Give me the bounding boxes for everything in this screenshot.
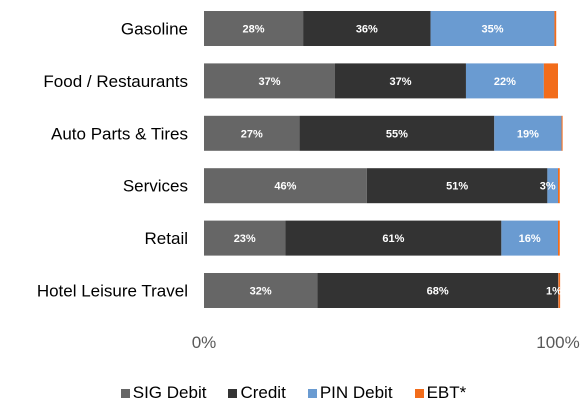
category-labels: Gasoline Food / Restaurants Auto Parts & T… [37,20,188,301]
data-label: 37% [258,76,280,88]
data-label: 28% [243,24,265,36]
data-label: 37% [389,76,411,88]
category-label: Gasoline [121,20,188,39]
legend-label: EBT* [427,383,467,403]
legend-label: SIG Debit [133,383,207,403]
x-tick-label: 0% [192,333,217,352]
bar-area: 28% 36% 35% 37% 37% 22% 27% 55% 19% 46% 51% 3% 23% 61… [204,11,563,308]
data-label: 35% [481,24,503,36]
data-label: 3% [540,181,556,193]
data-label: 22% [494,76,516,88]
data-label: 51% [446,181,468,193]
data-label: 23% [234,233,256,245]
data-label: 68% [427,286,449,298]
legend-swatch [308,389,317,398]
bar-segment [562,116,563,151]
category-label: Services [123,177,188,196]
data-label: 1% [546,286,562,298]
legend-label: Credit [240,383,285,403]
bar-segment [558,221,560,256]
legend: SIG Debit Credit PIN Debit EBT* [0,383,587,403]
data-label: 36% [356,24,378,36]
data-label: 32% [250,286,272,298]
category-label: Auto Parts & Tires [51,124,188,143]
legend-swatch [121,389,130,398]
legend-swatch [228,389,237,398]
legend-item: PIN Debit [308,383,393,403]
legend-item: EBT* [415,383,467,403]
legend-swatch [415,389,424,398]
stacked-bar-chart: 28% 36% 35% 37% 37% 22% 27% 55% 19% 46% 51% 3% 23% 61… [0,0,587,380]
data-label: 46% [274,181,296,193]
bar-segment [544,63,558,98]
data-label: 61% [382,233,404,245]
legend-label: PIN Debit [320,383,393,403]
legend-item: SIG Debit [121,383,207,403]
data-label: 55% [386,128,408,140]
category-label: Hotel Leisure Travel [37,282,188,301]
data-label: 27% [241,128,263,140]
data-label: 19% [517,128,539,140]
data-label: 16% [519,233,541,245]
legend-item: Credit [228,383,285,403]
category-label: Retail [145,229,188,248]
bar-segment [554,11,556,46]
category-label: Food / Restaurants [43,72,188,91]
x-axis-ticks: 0% 100% [192,333,580,352]
x-tick-label: 100% [536,333,579,352]
bar-segment [558,168,560,203]
